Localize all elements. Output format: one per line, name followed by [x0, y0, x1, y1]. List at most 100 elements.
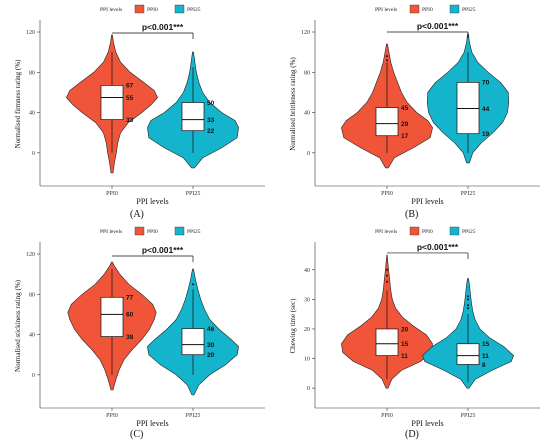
y-tick-label: 0: [307, 386, 310, 392]
legend-swatch-ppi25: [449, 226, 460, 236]
y-axis-title: Normalised firmness rating (%): [14, 59, 22, 149]
outlier-point: [467, 298, 469, 301]
legend-swatch-ppi0: [409, 226, 420, 236]
x-tick-label-ppi0: PPI0: [106, 191, 118, 197]
y-tick-label: 80: [29, 70, 35, 76]
quartile-label: 22: [207, 128, 215, 135]
x-tick-label-ppi25: PPI25: [186, 413, 201, 419]
x-tick-label-ppi25: PPI25: [461, 413, 476, 419]
violin-ppi25: 50 33 22: [147, 51, 239, 169]
x-tick-label-ppi25: PPI25: [186, 191, 201, 197]
quartile-label: 17: [401, 133, 409, 140]
quartile-label: 70: [482, 80, 490, 87]
y-tick-label: 120: [26, 252, 35, 258]
significance-label: p<0.001***: [417, 21, 459, 31]
y-tick-label: 10: [304, 357, 310, 363]
legend-swatch-ppi25: [174, 4, 185, 14]
y-tick-label: 0: [32, 151, 35, 157]
legend-title: PPI levels: [100, 7, 122, 13]
panel-b: PPI levels PPI0 PPI25 0 40 80 120 Normalised br…: [275, 0, 550, 222]
x-axis-title: PPI levels: [136, 419, 168, 428]
violin-chart-a: PPI levels PPI0 PPI25 0 40 80 120 Normalised fi…: [14, 4, 265, 206]
violin-ppi25: 70 44 19: [426, 33, 510, 164]
y-tick-label: 40: [304, 111, 310, 117]
violin-ppi0: 45 29 17: [341, 43, 433, 169]
y-tick-label: 40: [29, 111, 35, 117]
panel-d: PPI levels PPI0 PPI25 0 10 20 30 40 Chewing time…: [275, 222, 550, 444]
quartile-label: 20: [401, 326, 409, 333]
caption-c: (C): [130, 429, 144, 440]
quartile-label: 30: [207, 342, 215, 349]
x-tick-label-ppi0: PPI0: [381, 413, 393, 419]
y-tick-label: 120: [301, 30, 310, 36]
caption-a: (A): [130, 209, 144, 220]
x-axis-title: PPI levels: [411, 197, 443, 206]
box-ppi25: [456, 82, 480, 135]
legend-swatch-ppi25: [174, 226, 185, 236]
quartile-label: 33: [207, 117, 215, 124]
box-ppi25: [181, 102, 205, 132]
outlier-point: [467, 307, 469, 310]
legend-swatch-ppi0: [409, 4, 420, 14]
quartile-label: 46: [207, 326, 215, 333]
legend-swatch-ppi25: [449, 4, 460, 14]
x-axis-title: PPI levels: [411, 419, 443, 428]
violin-ppi0: 20 15 11: [341, 254, 433, 389]
caption-b: (B): [405, 209, 419, 220]
outlier-point: [386, 55, 388, 58]
box-ppi25: [456, 343, 480, 365]
violin-chart-b: PPI levels PPI0 PPI25 0 40 80 120 Normalised br…: [289, 4, 540, 206]
quartile-label: 15: [401, 341, 409, 348]
outlier-point: [386, 268, 388, 271]
quartile-label: 45: [401, 105, 409, 112]
x-tick-label-ppi0: PPI0: [381, 191, 393, 197]
x-axis-title: PPI levels: [136, 197, 168, 206]
outlier-point: [467, 295, 469, 298]
quartile-label: 15: [482, 341, 490, 348]
y-tick-label: 0: [307, 151, 310, 157]
y-axis-title: Chewing time (sec): [289, 298, 297, 353]
x-tick-label-ppi0: PPI0: [106, 413, 118, 419]
quartile-label: 20: [207, 352, 215, 359]
quartile-label: 55: [126, 95, 134, 102]
legend: PPI levels PPI0 PPI25: [100, 4, 201, 14]
quartile-label: 19: [482, 131, 490, 138]
violin-chart-d: PPI levels PPI0 PPI25 0 10 20 30 40 Chewing time…: [289, 226, 540, 428]
legend-title: PPI levels: [100, 229, 122, 235]
legend: PPI levels PPI0 PPI25: [100, 226, 201, 236]
outlier-point: [386, 274, 388, 277]
y-tick-label: 20: [304, 327, 310, 333]
significance-label: p<0.001***: [142, 245, 184, 255]
quartile-label: 8: [482, 362, 486, 369]
quartile-label: 50: [207, 100, 215, 107]
quartile-label: 38: [126, 334, 134, 341]
x-tick-label-ppi25: PPI25: [461, 191, 476, 197]
outlier-point: [386, 59, 388, 62]
quartile-label: 11: [401, 353, 408, 360]
quartile-label: 11: [482, 353, 489, 360]
significance-label: p<0.001***: [142, 22, 184, 32]
legend-label-ppi25: PPI25: [187, 229, 201, 235]
violin-ppi25: 46 30 20: [147, 268, 239, 396]
caption-d: (D): [405, 429, 419, 440]
violin-ppi25: 15 11 8: [422, 278, 514, 389]
legend-swatch-ppi0: [134, 4, 145, 14]
legend: PPI levels PPI0 PPI25: [375, 4, 476, 14]
outlier-point: [192, 283, 194, 286]
y-axis-title: Normalised brittleness rating (%): [289, 57, 297, 151]
y-tick-label: 40: [304, 268, 310, 274]
y-tick-label: 40: [29, 333, 35, 339]
box-ppi0: [375, 328, 399, 356]
y-tick-label: 30: [304, 297, 310, 303]
box-ppi0: [100, 296, 124, 337]
quartile-label: 44: [482, 106, 490, 113]
legend: PPI levels PPI0 PPI25: [375, 226, 476, 236]
y-tick-label: 80: [304, 70, 310, 76]
box-ppi0: [375, 107, 399, 137]
legend-label-ppi25: PPI25: [187, 7, 201, 13]
y-tick-label: 0: [32, 373, 35, 379]
box-ppi25: [181, 328, 205, 356]
legend-label-ppi0: PPI0: [422, 7, 433, 13]
box-ppi0: [100, 85, 124, 120]
y-axis-title: Normalised stickiness rating (%): [14, 279, 22, 372]
